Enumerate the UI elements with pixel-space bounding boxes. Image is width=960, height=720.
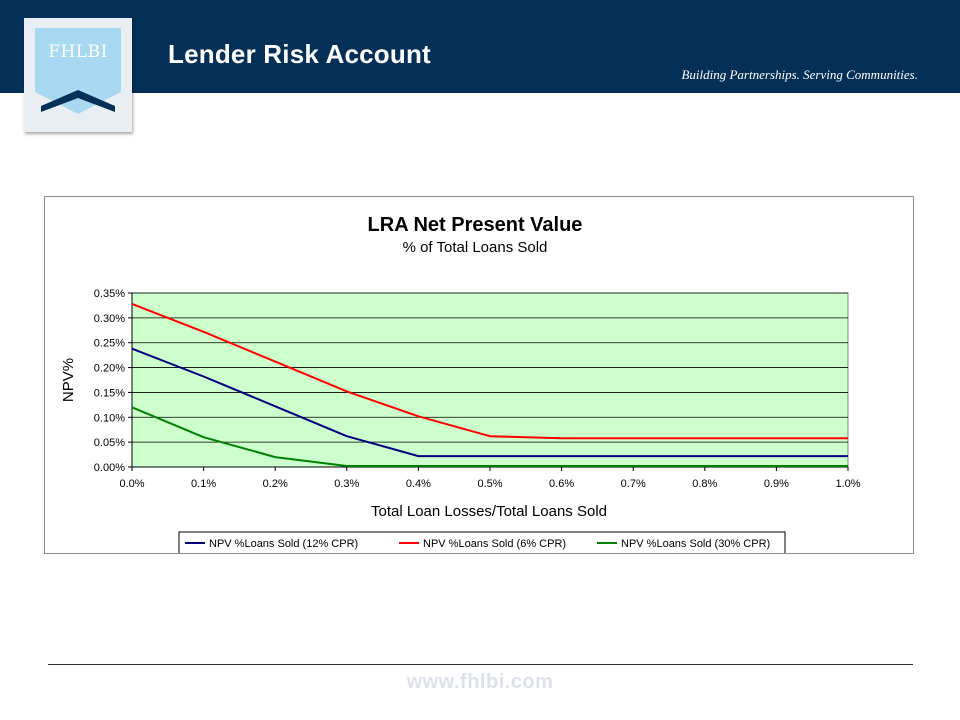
chart-frame: LRA Net Present Value % of Total Loans S… <box>44 196 914 554</box>
header-bar: FHLBI Lender Risk Account Building Partn… <box>0 0 960 132</box>
legend-label: NPV %Loans Sold (30% CPR) <box>621 538 770 550</box>
page-title: Lender Risk Account <box>168 39 431 69</box>
x-tick-label: 0.0% <box>119 478 144 490</box>
logo-shape <box>35 28 121 114</box>
plot-area: 0.00% 0.05% 0.10% 0.15% 0.20% 0.25% 0.30% 0.35%… <box>94 288 861 490</box>
series-line-3 <box>131 406 848 467</box>
x-tick-label: 0.8% <box>692 478 717 490</box>
y-axis-label: NPV% <box>60 358 77 402</box>
x-tick-label: 0.4% <box>406 478 431 490</box>
x-tick-label: 0.5% <box>477 478 502 490</box>
y-tick-label: 0.20% <box>94 363 125 375</box>
legend-label: NPV %Loans Sold (12% CPR) <box>209 538 358 550</box>
tagline: Building Partnerships. Serving Communiti… <box>681 67 918 82</box>
footer-url[interactable]: www.fhlbi.com <box>406 671 554 693</box>
logo-emblem <box>35 28 121 114</box>
x-tick-label: 0.1% <box>191 478 216 490</box>
chart-legend: NPV %Loans Sold (12% CPR) NPV %Loans Sold… <box>178 531 786 553</box>
x-tick-label: 1.0% <box>835 478 860 490</box>
series-line-2 <box>131 302 848 440</box>
fhlbi-logo[interactable]: FHLBI <box>24 18 132 132</box>
x-tick-label: 0.7% <box>621 478 646 490</box>
legend-label: NPV %Loans Sold (6% CPR) <box>423 538 566 550</box>
logo-text-wrap: FHLBI <box>35 28 121 122</box>
series-line-1 <box>131 347 848 458</box>
chart-title: LRA Net Present Value <box>368 214 583 236</box>
legend-box <box>178 531 786 553</box>
y-tick-label: 0.00% <box>94 462 125 474</box>
y-tick-label: 0.25% <box>94 338 125 350</box>
y-tick-label: 0.35% <box>94 288 125 300</box>
footer-divider <box>48 664 913 665</box>
chart-subtitle: % of Total Loans Sold <box>403 239 548 256</box>
y-tick-label: 0.15% <box>94 387 125 399</box>
y-tick-label: 0.10% <box>94 412 125 424</box>
plot-background <box>131 292 849 468</box>
logo-chevron <box>41 90 115 112</box>
x-tick-label: 0.2% <box>263 478 288 490</box>
logo-text: FHLBI <box>48 42 108 62</box>
x-axis-label: Total Loan Losses/Total Loans Sold <box>371 503 607 520</box>
x-tick-label: 0.3% <box>334 478 359 490</box>
x-tick-label: 0.9% <box>764 478 789 490</box>
npv-line-chart: LRA Net Present Value % of Total Loans S… <box>60 214 861 553</box>
y-tick-label: 0.30% <box>94 313 125 325</box>
x-tick-label: 0.6% <box>549 478 574 490</box>
y-tick-label: 0.05% <box>94 437 125 449</box>
